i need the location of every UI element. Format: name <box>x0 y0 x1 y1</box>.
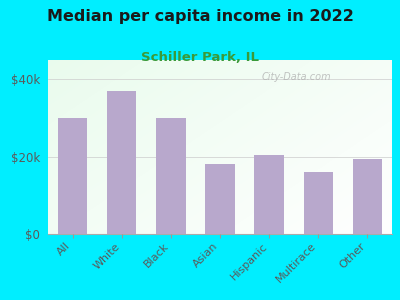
Bar <box>353 159 382 234</box>
Bar <box>304 172 333 234</box>
Text: Schiller Park, IL: Schiller Park, IL <box>141 51 259 64</box>
Bar <box>58 118 87 234</box>
Text: City-Data.com: City-Data.com <box>261 72 331 82</box>
Bar <box>107 91 136 234</box>
Text: Median per capita income in 2022: Median per capita income in 2022 <box>46 9 354 24</box>
Bar <box>156 118 186 234</box>
Bar <box>254 155 284 234</box>
Bar <box>205 164 235 234</box>
